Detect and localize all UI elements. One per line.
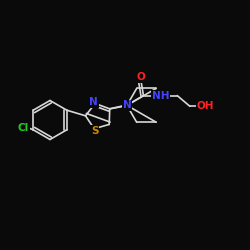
Text: O: O bbox=[136, 72, 145, 83]
Text: Cl: Cl bbox=[18, 123, 29, 133]
Text: N: N bbox=[122, 100, 131, 110]
Text: S: S bbox=[91, 126, 98, 136]
Text: N: N bbox=[90, 97, 98, 107]
Text: OH: OH bbox=[196, 101, 214, 111]
Text: NH: NH bbox=[152, 90, 170, 101]
Text: N: N bbox=[122, 100, 131, 110]
